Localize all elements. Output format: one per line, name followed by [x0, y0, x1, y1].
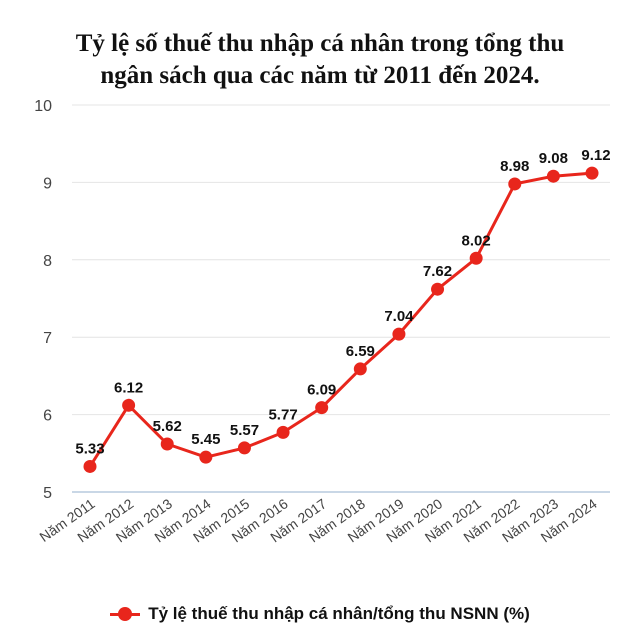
data-point [469, 251, 483, 265]
data-label: 6.09 [307, 382, 336, 399]
data-point [199, 450, 213, 464]
data-point [276, 425, 290, 439]
y-tick-label: 6 [43, 408, 52, 425]
data-point [546, 169, 560, 183]
data-point [585, 166, 599, 180]
data-point [392, 327, 406, 341]
data-point [122, 398, 136, 412]
legend-marker-icon [110, 606, 141, 622]
data-label: 8.02 [462, 232, 491, 249]
y-tick-label: 9 [43, 175, 52, 192]
data-label: 6.59 [346, 343, 375, 360]
data-label: 7.04 [384, 308, 414, 325]
data-label: 5.62 [153, 418, 182, 435]
data-label: 7.62 [423, 263, 452, 280]
series-line [88, 171, 593, 468]
legend-dot [118, 607, 133, 621]
data-label: 9.12 [581, 147, 610, 164]
data-label: 6.12 [114, 379, 143, 396]
data-label: 5.45 [191, 431, 220, 448]
data-label: 5.33 [75, 440, 104, 457]
chart-title: Tỷ lệ số thuế thu nhập cá nhân trong tổn… [0, 28, 640, 92]
data-point [315, 401, 329, 415]
data-label: 5.77 [268, 406, 297, 423]
data-label: 8.98 [500, 158, 529, 175]
data-label: 5.57 [230, 422, 259, 439]
data-label: 9.08 [539, 150, 568, 167]
data-point [160, 437, 174, 451]
data-point [237, 441, 251, 455]
y-tick-label: 7 [43, 330, 52, 347]
legend: Tỷ lệ thuế thu nhập cá nhân/tổng thu NSN… [0, 604, 640, 624]
y-tick-label: 8 [43, 253, 52, 270]
y-tick-label: 10 [34, 98, 52, 115]
chart-title-line-1: Tỷ lệ số thuế thu nhập cá nhân trong tổn… [75, 30, 565, 57]
data-point [353, 362, 367, 376]
legend-label: Tỷ lệ thuế thu nhập cá nhân/tổng thu NSN… [148, 604, 530, 623]
data-point [431, 282, 445, 296]
chart-title-line-2: ngân sách qua các năm từ 2011 đến 2024. [100, 62, 540, 89]
y-tick-label: 5 [43, 485, 52, 502]
data-point [508, 177, 522, 191]
data-point [83, 459, 97, 473]
